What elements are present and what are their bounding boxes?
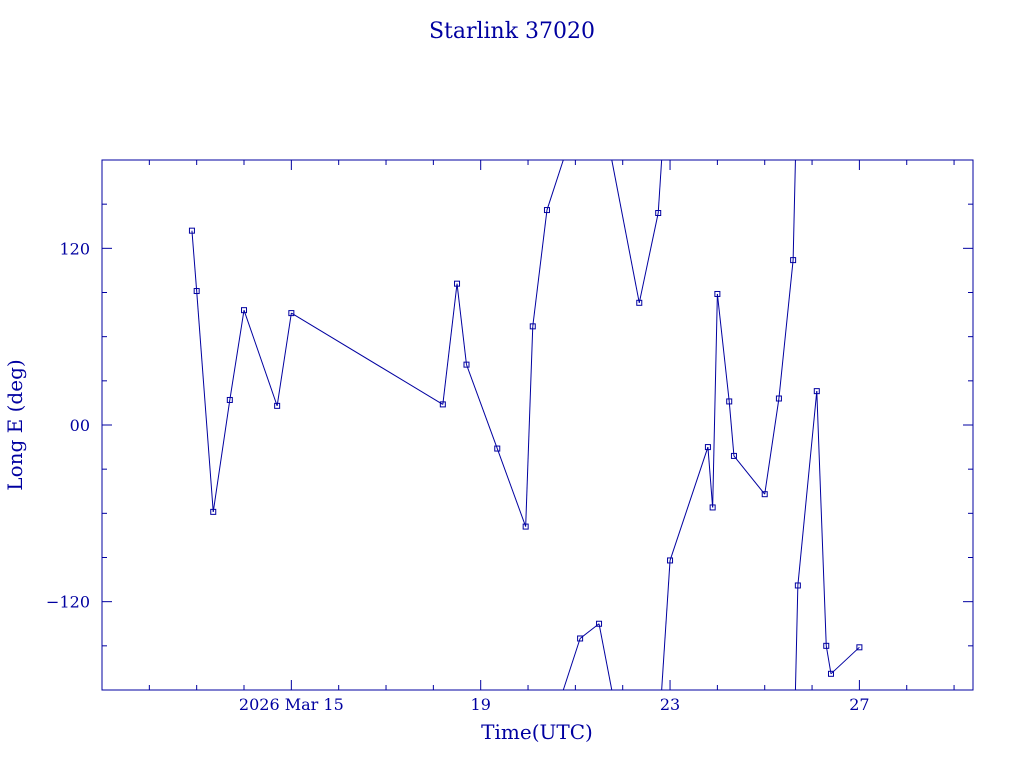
data-point bbox=[454, 280, 461, 287]
data-point bbox=[522, 523, 529, 530]
data-point bbox=[226, 396, 233, 403]
series-segment bbox=[611, 159, 640, 303]
series-segment bbox=[291, 312, 444, 405]
series-segment bbox=[546, 159, 564, 211]
data-point bbox=[813, 388, 820, 395]
series-layer bbox=[188, 159, 863, 691]
data-point bbox=[704, 444, 711, 451]
series-segment bbox=[661, 560, 671, 691]
series-segment bbox=[797, 391, 818, 586]
data-point bbox=[241, 307, 248, 314]
x-axis-label: Time(UTC) bbox=[481, 720, 593, 744]
axis-ticks bbox=[101, 160, 973, 690]
data-point bbox=[274, 402, 281, 409]
data-point bbox=[794, 582, 801, 589]
data-point bbox=[667, 557, 674, 564]
data-point bbox=[761, 491, 768, 498]
y-tick-label: −120 bbox=[46, 593, 90, 612]
data-point bbox=[596, 620, 603, 627]
series-segment bbox=[562, 638, 581, 691]
data-point bbox=[577, 635, 584, 642]
series-segment bbox=[716, 293, 730, 402]
data-point bbox=[210, 508, 217, 515]
data-point bbox=[463, 361, 470, 368]
series-segment bbox=[442, 283, 458, 405]
series-segment bbox=[728, 401, 735, 456]
data-point bbox=[726, 398, 733, 405]
series-segment bbox=[712, 293, 718, 508]
data-point bbox=[543, 207, 550, 214]
series-segment bbox=[229, 310, 245, 401]
data-point bbox=[823, 642, 830, 649]
y-axis-label: Long E (deg) bbox=[3, 359, 27, 490]
x-tick-label: 19 bbox=[471, 695, 491, 714]
data-point bbox=[730, 452, 737, 459]
series-segment bbox=[778, 260, 794, 399]
series-segment bbox=[212, 399, 231, 512]
series-segment bbox=[764, 398, 780, 495]
series-segment bbox=[816, 391, 827, 646]
data-point bbox=[529, 323, 536, 330]
series-segment bbox=[466, 364, 498, 449]
x-tick-label: 27 bbox=[849, 695, 869, 714]
data-point bbox=[188, 227, 195, 234]
series-segment bbox=[792, 159, 796, 261]
series-segment bbox=[191, 230, 198, 292]
data-point bbox=[775, 395, 782, 402]
data-point bbox=[193, 288, 200, 295]
data-point bbox=[856, 644, 863, 651]
series-segment bbox=[794, 585, 799, 691]
series-segment bbox=[638, 212, 659, 303]
data-point bbox=[494, 445, 501, 452]
series-segment bbox=[196, 290, 214, 512]
series-segment bbox=[598, 623, 613, 691]
series-segment bbox=[525, 326, 534, 527]
y-tick-label: 00 bbox=[70, 416, 90, 435]
plot-frame bbox=[101, 159, 974, 691]
data-point bbox=[655, 210, 662, 216]
series-segment bbox=[830, 646, 860, 675]
series-segment bbox=[276, 313, 292, 406]
series-segment bbox=[532, 209, 548, 327]
data-point bbox=[636, 299, 643, 306]
series-segment bbox=[657, 159, 663, 214]
data-point bbox=[714, 290, 721, 297]
series-segment bbox=[456, 283, 467, 365]
data-point bbox=[827, 670, 834, 677]
axis-tick-labels: 2026 Mar 15 19 23 27 120 00 −120 bbox=[46, 239, 870, 714]
series-segment bbox=[496, 448, 527, 527]
data-point bbox=[288, 310, 295, 317]
y-tick-label: 120 bbox=[59, 239, 90, 258]
series-segment bbox=[825, 645, 832, 674]
x-tick-label: 2026 Mar 15 bbox=[239, 695, 344, 714]
series-segment bbox=[243, 310, 278, 407]
x-tick-label: 23 bbox=[660, 695, 680, 714]
data-point bbox=[709, 504, 716, 511]
series-segment bbox=[733, 455, 766, 495]
series-segment bbox=[579, 623, 600, 639]
series-segment bbox=[707, 447, 714, 508]
series-segment bbox=[669, 446, 709, 561]
data-point bbox=[439, 401, 446, 408]
data-point bbox=[790, 257, 797, 264]
chart-title: Starlink 37020 bbox=[429, 19, 595, 44]
